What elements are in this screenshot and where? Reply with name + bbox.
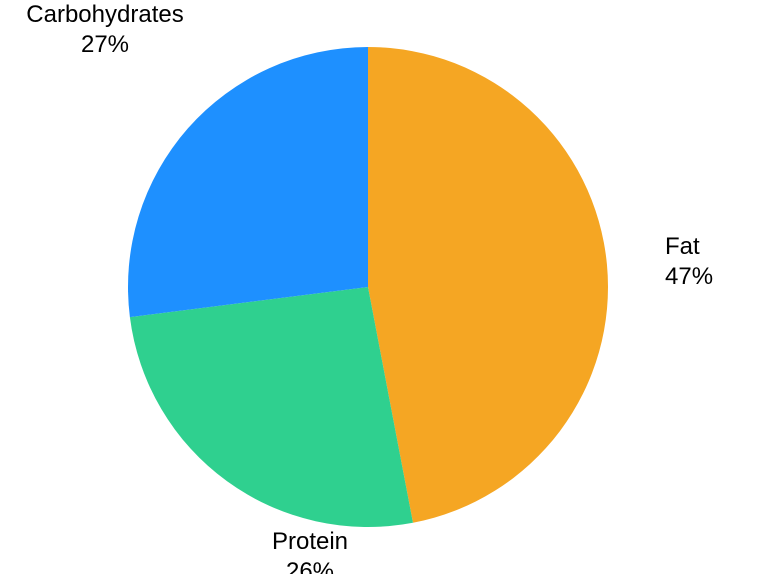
- label-carbs: Carbohydrates 27%: [26, 0, 183, 60]
- label-fat: Fat 47%: [665, 232, 713, 292]
- pie-slices: [128, 47, 608, 527]
- label-fat-name: Fat: [665, 232, 713, 262]
- label-protein-name: Protein: [272, 527, 348, 557]
- label-protein: Protein 26%: [272, 527, 348, 574]
- slice-carbs: [128, 47, 368, 317]
- pie-chart-stage: Fat 47% Protein 26% Carbohydrates 27%: [0, 0, 768, 574]
- label-carbs-name: Carbohydrates: [26, 0, 183, 30]
- label-fat-percent: 47%: [665, 262, 713, 292]
- pie-chart: [0, 0, 768, 574]
- slice-fat: [368, 47, 608, 523]
- label-protein-percent: 26%: [272, 557, 348, 574]
- label-carbs-percent: 27%: [26, 30, 183, 60]
- slice-protein: [130, 287, 413, 527]
